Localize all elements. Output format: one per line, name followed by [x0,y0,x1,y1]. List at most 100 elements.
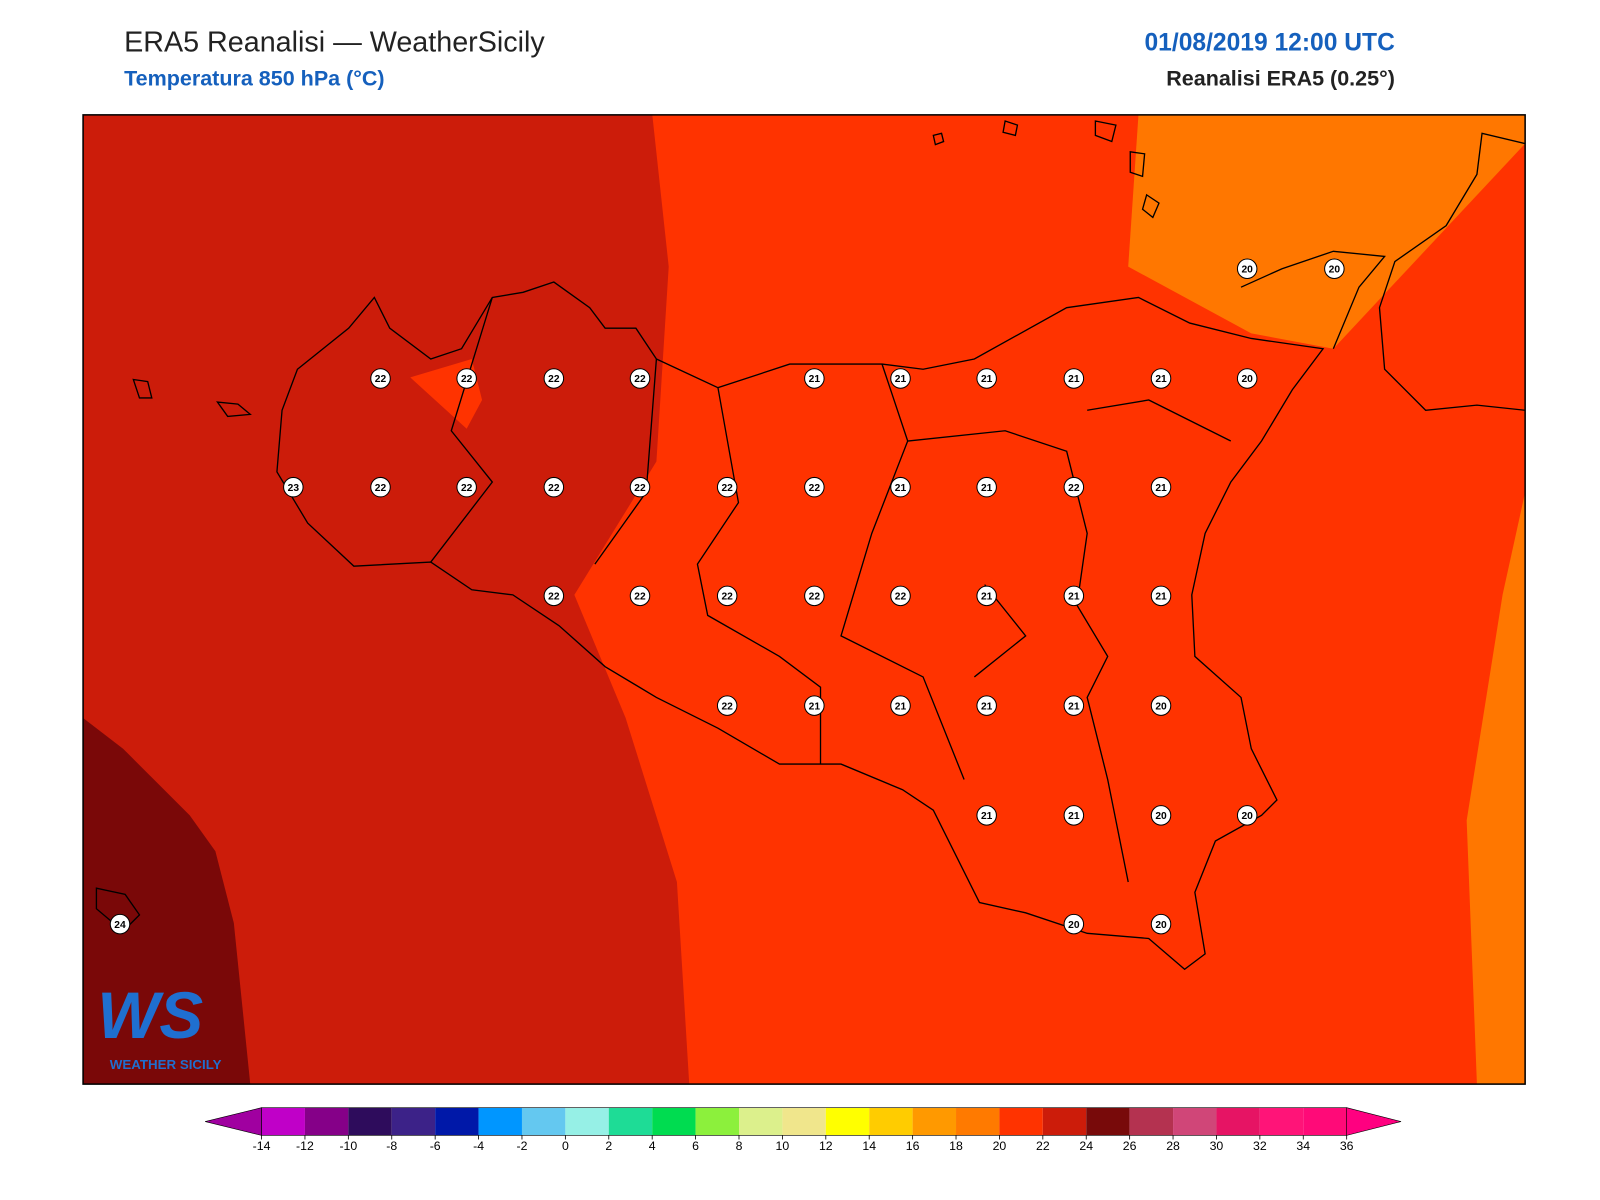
station-value: 22 [721,592,733,603]
station-marker [456,476,477,498]
colorbar-segment [348,1107,392,1136]
station-marker [1236,368,1258,389]
colorbar-tick-label: -2 [517,1139,528,1153]
station: 21 [804,368,825,389]
station-marker [890,695,911,716]
station: 22 [543,476,565,498]
station: 21 [976,476,997,498]
station-value: 21 [981,701,993,712]
station-value: 22 [634,483,646,494]
station: 22 [543,585,565,607]
station-value: 21 [1155,483,1167,494]
logo-mark: WS [97,979,203,1052]
station: 20 [1063,913,1085,935]
station: 22 [629,368,651,389]
station-marker [1150,805,1172,826]
colorbar-tick-label: 28 [1166,1139,1180,1153]
station-value: 20 [1241,811,1253,822]
station-value: 22 [809,592,821,603]
station-value: 21 [895,701,907,712]
colorbar-tick-label: 30 [1210,1139,1224,1153]
colorbar-tick-label: 10 [776,1139,790,1153]
station: 21 [804,695,825,716]
station-marker [804,695,825,716]
station-value: 22 [461,483,473,494]
station-value: 21 [981,811,993,822]
station: 22 [716,476,738,498]
station-value: 22 [375,374,387,385]
subtitle: Temperatura 850 hPa (°C) [124,67,384,91]
colorbar-tick-label: -12 [296,1139,314,1153]
colorbar-segment [521,1107,566,1136]
station-value: 21 [1068,592,1080,603]
station-value: 20 [1241,374,1253,385]
station: 20 [1150,805,1172,826]
station-value: 22 [634,592,646,603]
station-marker [716,585,738,607]
island [95,120,1160,933]
station-value: 20 [1068,920,1080,931]
colorbar-tick-label: -10 [339,1139,357,1153]
colorbar-segment [1173,1107,1217,1136]
colorbar-segment [1303,1107,1347,1136]
station: 22 [370,368,391,389]
station-marker [1063,913,1085,935]
map: WS WEATHER SICILY 20 20 22 22 22 22 21 21 21 21 21… [82,114,1526,1085]
colorbar-segment [825,1107,870,1136]
station: 22 [629,476,651,498]
station: 20 [1236,368,1258,389]
station-marker [1150,913,1172,935]
station: 22 [543,368,565,389]
coastline [276,281,1325,971]
station-value: 21 [981,483,993,494]
station-marker [890,368,911,389]
colorbar-segment [261,1107,305,1136]
colorbar-tick-label: 6 [692,1139,699,1153]
station-marker [283,476,304,498]
colorbar-tick-label: 2 [605,1139,612,1153]
colorbar-segment [999,1107,1043,1136]
station-marker [1063,368,1085,389]
station-marker [629,476,651,498]
station-marker [976,476,997,498]
station-marker [976,585,997,607]
station-marker [890,585,911,607]
station-marker [1236,258,1258,279]
colorbar-tick-label: 16 [906,1139,920,1153]
colorbar-segment [1086,1107,1130,1136]
station: 21 [976,585,997,607]
station: 21 [976,805,997,826]
station-value: 21 [1068,811,1080,822]
station-marker [543,368,565,389]
station: 21 [1063,368,1085,389]
station-marker [1063,805,1085,826]
station: 21 [976,695,997,716]
station-value: 20 [1155,811,1167,822]
colorbar-tick-label: 12 [819,1139,833,1153]
station: 20 [1150,913,1172,935]
colorbar-segment [869,1107,913,1136]
station-marker [716,476,738,498]
station-value: 20 [1155,701,1167,712]
station-value: 21 [809,374,821,385]
station-value: 21 [1068,701,1080,712]
colorbar-tick-label: 26 [1123,1139,1137,1153]
field [1128,114,1526,349]
station-marker [456,368,477,389]
colorbar-segment [608,1107,653,1136]
station-marker [1150,695,1172,716]
station: 21 [1063,805,1085,826]
station-marker [629,368,651,389]
datetime: 01/08/2019 12:00 UTC [1144,30,1395,57]
station: 22 [804,585,825,607]
station: 20 [1236,258,1258,279]
station-value: 20 [1155,920,1167,931]
station-value: 20 [1241,264,1253,275]
colorbar-tick-label: 4 [649,1139,656,1153]
station-marker [976,368,997,389]
station-value: 22 [634,374,646,385]
station-value: 21 [981,592,993,603]
colorbar: -14 -12 -10 -8 -6 -4 -2 0 2 4 6 8 10 12 14 16 18 20 22 24 26… [205,1107,1402,1153]
colorbar-segment [1216,1107,1260,1136]
